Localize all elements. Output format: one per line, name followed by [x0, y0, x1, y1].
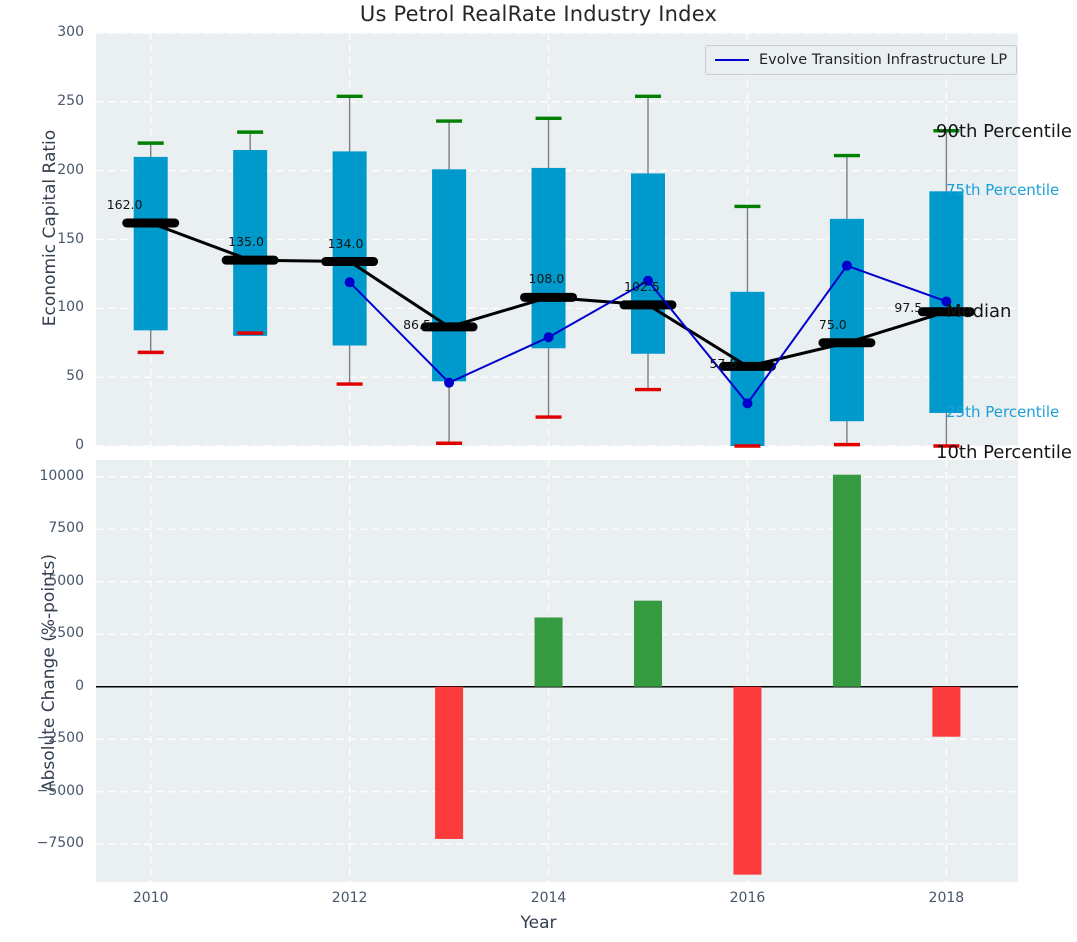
median-value-label: 162.0	[107, 197, 143, 212]
change-bar	[634, 601, 662, 687]
box-bar	[432, 169, 466, 381]
legend[interactable]: Evolve Transition Infrastructure LP	[705, 45, 1017, 75]
company-series-point	[742, 398, 752, 408]
annotation-25th-percentile: 25th Percentile	[946, 403, 1059, 421]
economic-capital-ratio-plot	[0, 0, 1077, 942]
x-tick-label: 2014	[509, 890, 589, 906]
y-tick-label-bottom: −7500	[0, 835, 84, 851]
median-value-label: 134.0	[328, 236, 364, 251]
y-tick-label-top: 0	[0, 437, 84, 453]
x-tick-label: 2018	[906, 890, 986, 906]
y-tick-label-bottom: 2500	[0, 625, 84, 641]
y-tick-label-top: 250	[0, 93, 84, 109]
median-value-label: 75.0	[819, 317, 847, 332]
annotation-10th-percentile: 10th Percentile	[936, 442, 1072, 463]
company-series-point	[345, 277, 355, 287]
y-tick-label-bottom: −2500	[0, 730, 84, 746]
company-series-point	[544, 332, 554, 342]
y-tick-label-bottom: 0	[0, 678, 84, 694]
x-tick-label: 2016	[707, 890, 787, 906]
median-value-label: 135.0	[228, 234, 264, 249]
y-tick-label-bottom: −5000	[0, 783, 84, 799]
y-tick-label-top: 100	[0, 299, 84, 315]
median-value-label: 102.5	[624, 279, 660, 294]
legend-line-icon	[715, 59, 749, 61]
company-series-point	[444, 378, 454, 388]
median-value-label: 86.5	[403, 317, 431, 332]
figure: Us Petrol RealRate Industry Index Econom…	[0, 0, 1077, 942]
change-bar	[833, 475, 861, 687]
box-bar	[631, 173, 665, 353]
box-bar	[532, 168, 566, 348]
company-series-point	[842, 261, 852, 271]
x-axis-label: Year	[0, 913, 1077, 933]
y-tick-label-top: 200	[0, 162, 84, 178]
y-tick-label-top: 50	[0, 368, 84, 384]
median-value-label: 97.5	[894, 300, 922, 315]
change-bar	[435, 687, 463, 839]
change-bar	[932, 687, 960, 737]
annotation-90th-percentile: 90th Percentile	[936, 121, 1072, 142]
y-tick-label-top: 150	[0, 231, 84, 247]
x-tick-label: 2010	[111, 890, 191, 906]
change-bar	[733, 687, 761, 875]
median-value-label: 108.0	[529, 271, 565, 286]
annotation-median: Median	[946, 301, 1011, 322]
y-tick-label-bottom: 10000	[0, 468, 84, 484]
y-tick-label-bottom: 5000	[0, 573, 84, 589]
box-bar	[134, 157, 168, 330]
x-tick-label: 2012	[310, 890, 390, 906]
annotation-75th-percentile: 75th Percentile	[946, 181, 1059, 199]
change-bar	[535, 617, 563, 686]
y-tick-label-top: 300	[0, 24, 84, 40]
y-tick-label-bottom: 7500	[0, 520, 84, 536]
legend-label: Evolve Transition Infrastructure LP	[759, 52, 1007, 68]
median-value-label: 57.8	[709, 356, 737, 371]
